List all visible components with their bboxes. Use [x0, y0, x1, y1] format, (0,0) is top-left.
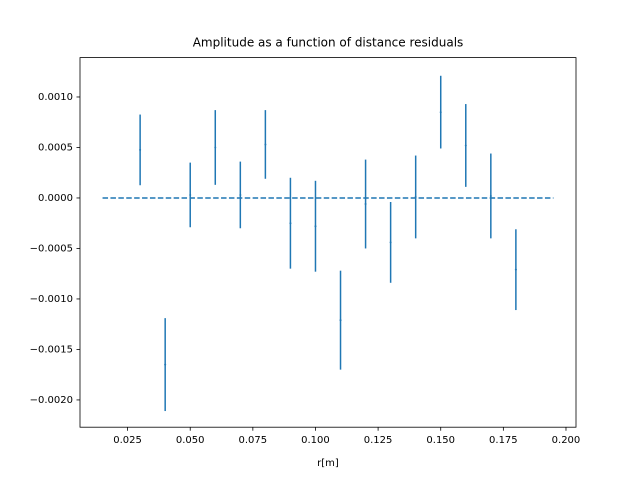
data-point [389, 241, 392, 244]
data-point [239, 193, 242, 196]
x-tick-label: 0.025 [113, 435, 142, 446]
data-point [339, 319, 342, 322]
data-point [439, 111, 442, 114]
data-point [164, 363, 167, 366]
x-tick-label: 0.150 [426, 435, 455, 446]
data-point [289, 222, 292, 225]
data-point [489, 194, 492, 197]
data-point [414, 195, 417, 198]
y-tick-label: −0.0020 [30, 395, 73, 406]
x-axis-label: r[m] [317, 458, 339, 469]
x-tick-label: 0.175 [489, 435, 518, 446]
data-point [139, 148, 142, 151]
data-point [214, 146, 217, 149]
y-tick-label: 0.0000 [38, 193, 73, 204]
x-tick-label: 0.100 [301, 435, 330, 446]
x-tick-label: 0.050 [176, 435, 205, 446]
y-tick-label: −0.0015 [30, 344, 73, 355]
data-point [464, 144, 467, 147]
data-point [314, 225, 317, 228]
x-tick-label: 0.075 [239, 435, 268, 446]
plot-frame [79, 57, 577, 428]
data-point [189, 193, 192, 196]
chart-title: Amplitude as a function of distance resi… [193, 36, 464, 50]
data-point [514, 268, 517, 271]
y-tick-label: −0.0005 [30, 243, 73, 254]
y-tick-label: 0.0005 [38, 142, 73, 153]
x-tick-label: 0.125 [364, 435, 393, 446]
y-tick-label: 0.0010 [38, 92, 73, 103]
x-tick-label: 0.200 [552, 435, 581, 446]
data-point [264, 143, 267, 146]
y-tick-label: −0.0010 [30, 294, 73, 305]
data-point [364, 203, 367, 206]
